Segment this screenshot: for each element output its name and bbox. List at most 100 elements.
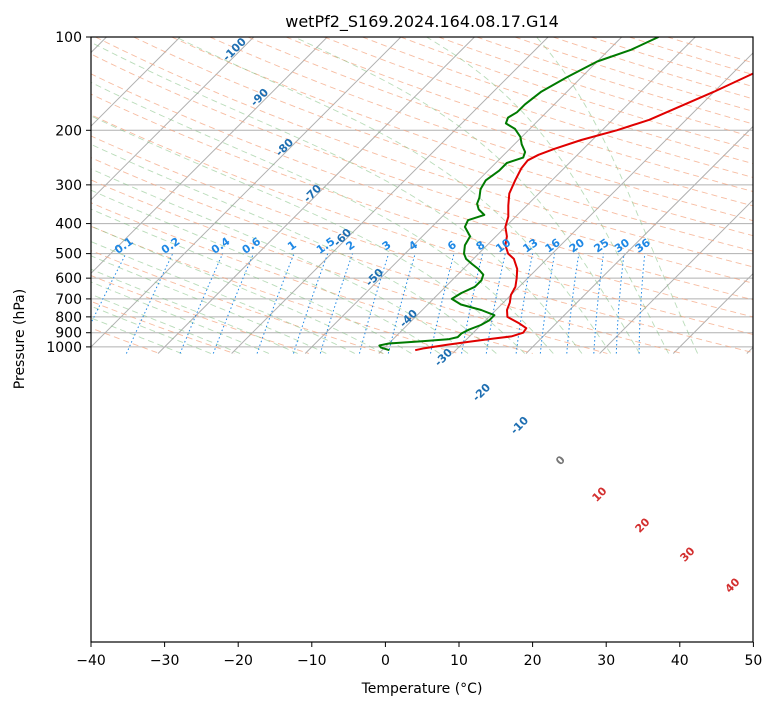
dry-adiabat-line bbox=[133, 37, 753, 252]
dry-adiabat-line bbox=[324, 37, 753, 178]
dry-adiabat-line bbox=[552, 37, 753, 100]
mixing-ratio-line bbox=[359, 253, 390, 354]
dry-adiabat-line bbox=[400, 37, 753, 151]
mixing-ratio-line bbox=[539, 253, 556, 354]
mixing-ratio-label: 36 bbox=[633, 236, 653, 256]
x-axis-label: Temperature (°C) bbox=[361, 681, 483, 697]
mixing-ratio-label: 6 bbox=[445, 238, 459, 253]
moist-adiabat-line bbox=[91, 305, 212, 354]
moist-adiabat-label: 20 bbox=[633, 515, 653, 535]
isotherm-line bbox=[91, 37, 181, 127]
dewpoint-profile-line bbox=[378, 37, 659, 352]
x-tick-label: −30 bbox=[150, 653, 180, 669]
dry-adiabat-label: -80 bbox=[273, 136, 296, 159]
mixing-ratio-label: 10 bbox=[493, 236, 513, 256]
x-axis: −40 −30 −20 −10 0 10 20 30 40 50 bbox=[76, 642, 762, 669]
isotherm-line bbox=[378, 37, 696, 354]
moist-adiabat-line bbox=[91, 143, 497, 354]
x-tick-label: 30 bbox=[597, 653, 615, 669]
dry-adiabat-line bbox=[91, 135, 753, 354]
y-tick-label: 100 bbox=[55, 30, 82, 46]
x-tick-label: −40 bbox=[76, 653, 106, 669]
chart-title: wetPf2_S169.2024.164.08.17.G14 bbox=[285, 12, 559, 32]
dry-adiabat-label: -20 bbox=[470, 381, 493, 404]
isotherm-line bbox=[746, 346, 753, 354]
isotherm-line bbox=[91, 37, 402, 348]
skew-t-background bbox=[91, 37, 753, 354]
moist-adiabat-label: 40 bbox=[723, 575, 743, 595]
isotherm-line bbox=[599, 199, 753, 354]
moist-adiabat-line bbox=[91, 255, 327, 354]
y-tick-label: 200 bbox=[55, 123, 82, 139]
dry-adiabat-label: -50 bbox=[363, 266, 386, 289]
moist-adiabat-line bbox=[91, 189, 440, 354]
dry-adiabat-line bbox=[91, 53, 753, 284]
moist-adiabat-line bbox=[536, 37, 699, 354]
dry-adiabat-line bbox=[209, 37, 753, 222]
mixing-ratio-label: 25 bbox=[592, 236, 612, 255]
x-tick-label: 50 bbox=[744, 653, 762, 669]
moist-adiabat-line bbox=[91, 115, 526, 354]
dry-adiabat-line bbox=[95, 37, 753, 268]
isotherm-line bbox=[91, 37, 255, 201]
dry-adiabat-line bbox=[91, 73, 753, 301]
mixing-ratio-line bbox=[387, 253, 416, 354]
x-tick-label: 10 bbox=[450, 653, 468, 669]
mixing-ratio-line bbox=[319, 253, 353, 354]
mixing-ratio-line bbox=[179, 253, 224, 354]
moist-adiabat-line bbox=[91, 293, 241, 354]
moist-adiabat-line bbox=[91, 281, 270, 354]
dry-adiabat-line bbox=[91, 93, 753, 318]
isotherm-line bbox=[91, 37, 328, 275]
mixing-ratio-line bbox=[638, 253, 646, 354]
y-tick-label: 700 bbox=[55, 292, 82, 308]
moist-adiabat-line bbox=[91, 208, 412, 354]
mixing-ratio-line bbox=[485, 253, 506, 354]
x-tick-label: −20 bbox=[223, 653, 253, 669]
moist-adiabat-line bbox=[91, 317, 182, 354]
mixing-ratio-line bbox=[515, 253, 534, 354]
y-tick-label: 1000 bbox=[46, 340, 82, 356]
mixing-ratio-line bbox=[125, 253, 174, 354]
dry-adiabat-line bbox=[247, 37, 753, 207]
mixing-ratio-label: 30 bbox=[612, 236, 632, 256]
isotherm-line bbox=[304, 37, 623, 354]
dry-adiabat-line bbox=[91, 327, 160, 354]
dry-adiabat-line bbox=[91, 300, 235, 354]
y-tick-label: 500 bbox=[55, 247, 82, 263]
x-tick-label: 20 bbox=[524, 653, 542, 669]
mixing-ratio-line bbox=[256, 253, 295, 354]
dry-adiabat-line bbox=[285, 37, 753, 192]
moist-adiabat-line bbox=[91, 41, 583, 354]
y-axis-label: Pressure (hPa) bbox=[12, 289, 28, 389]
mixing-ratio-line bbox=[566, 253, 580, 354]
dry-adiabat-label: -30 bbox=[432, 346, 455, 369]
dry-adiabat-label: -10 bbox=[508, 414, 531, 437]
adiabat-labels: 0.1 0.2 0.4 0.6 1 1.5 2 3 4 6 8 10 13 16 20 25 30 36-100-… bbox=[112, 35, 743, 596]
dry-adiabat-line bbox=[91, 250, 384, 354]
dry-adiabat-line bbox=[91, 202, 533, 354]
dry-adiabat-line bbox=[91, 157, 683, 354]
mixing-ratio-line bbox=[212, 253, 254, 354]
x-tick-label: 40 bbox=[671, 653, 689, 669]
moist-adiabat-line bbox=[175, 37, 612, 354]
dry-adiabat-line bbox=[91, 114, 753, 335]
dry-adiabat-line bbox=[91, 179, 608, 354]
dry-adiabat-label: -90 bbox=[248, 86, 271, 109]
temperature-profile-line bbox=[414, 72, 753, 352]
moist-adiabat-line bbox=[426, 37, 669, 354]
plot-frame bbox=[90, 36, 754, 643]
moist-adiabat-line bbox=[91, 81, 554, 354]
y-tick-label: 900 bbox=[55, 326, 82, 342]
dry-adiabat-line bbox=[590, 37, 753, 88]
dry-adiabat-line bbox=[91, 225, 459, 354]
dry-adiabat-label: -100 bbox=[220, 35, 249, 64]
x-tick-label: 0 bbox=[381, 653, 390, 669]
isotherm-line bbox=[231, 37, 549, 354]
sounding-curves bbox=[378, 37, 753, 352]
y-tick-label: 300 bbox=[55, 178, 82, 194]
dry-adiabat-line bbox=[91, 275, 310, 354]
mixing-ratio-label: 20 bbox=[567, 236, 587, 256]
moist-adiabat-line bbox=[91, 225, 384, 354]
